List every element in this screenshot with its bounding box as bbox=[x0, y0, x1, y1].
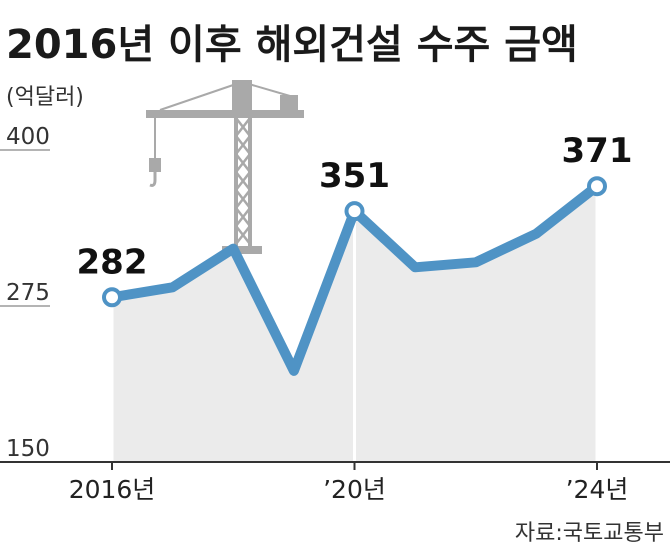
data-point-marker bbox=[344, 201, 365, 222]
x-tick-label: ’24년 bbox=[566, 475, 629, 504]
data-value-label: 282 bbox=[77, 242, 148, 282]
y-tick-label: 275 bbox=[6, 280, 50, 306]
tower-crane-icon bbox=[146, 80, 304, 254]
data-value-label: 371 bbox=[562, 131, 633, 171]
data-point-marker bbox=[587, 176, 607, 197]
unit-label: (억달러) bbox=[6, 85, 84, 110]
plot-area bbox=[107, 181, 602, 462]
data-labels: 282 351 371 bbox=[77, 131, 633, 308]
chart-title: 2016년 이후 해외건설 수주 금액 bbox=[6, 22, 578, 68]
y-tick-label: 400 bbox=[6, 124, 50, 150]
source-note: 자료:국토교통부 bbox=[515, 521, 664, 546]
data-value-label: 351 bbox=[319, 156, 390, 196]
x-axis: 2016년 ’20년 ’24년 bbox=[0, 461, 670, 504]
data-point-marker bbox=[102, 287, 122, 308]
x-tick-label: 2016년 bbox=[69, 475, 156, 504]
y-axis: 400 275 150 bbox=[0, 124, 50, 463]
x-tick-label: ’20년 bbox=[323, 475, 386, 504]
y-tick-label: 150 bbox=[6, 436, 50, 462]
